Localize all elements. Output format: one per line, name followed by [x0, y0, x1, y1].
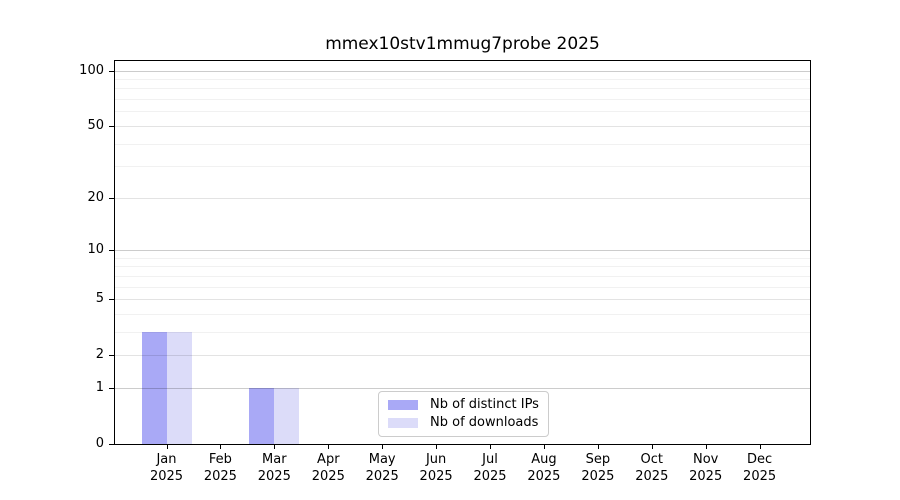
y-tick-label-20: 20: [87, 189, 104, 205]
x-tick-jun: [436, 445, 438, 449]
gridline-minor-4: [115, 313, 810, 315]
x-tick-label-may: May 2025: [365, 452, 399, 484]
legend-label-downloads: Nb of downloads: [430, 415, 539, 430]
x-tick-sep: [597, 445, 599, 449]
bar-distinct-ips-jan: [141, 331, 167, 444]
x-tick-label-dec: Dec 2025: [743, 452, 777, 484]
gridline-minor-7: [115, 275, 810, 277]
gridline-major-2: [115, 355, 810, 357]
x-tick-label-mar: Mar 2025: [257, 452, 291, 484]
y-tick-label-5: 5: [95, 291, 104, 306]
gridline-minor-9: [115, 257, 810, 259]
chart-title: mmex10stv1mmug7probe 2025: [325, 34, 600, 54]
bar-distinct-ips-mar: [249, 387, 275, 444]
bar-downloads-mar: [274, 387, 300, 444]
bar-downloads-jan: [166, 331, 192, 444]
y-tick-0: [109, 444, 114, 445]
gridline-major-50: [115, 125, 810, 127]
x-tick-label-sep: Sep 2025: [581, 452, 615, 484]
x-tick-oct: [651, 445, 653, 449]
y-tick-1: [109, 388, 114, 389]
gridline-minor-8: [115, 266, 810, 268]
x-tick-label-jul: Jul 2025: [473, 452, 507, 484]
x-tick-dec: [759, 445, 761, 449]
y-tick-label-0: 0: [95, 436, 104, 451]
y-tick-label-50: 50: [87, 117, 104, 133]
x-tick-label-oct: Oct 2025: [635, 452, 669, 484]
y-tick-10: [109, 250, 114, 251]
gridline-minor-80: [115, 88, 810, 90]
x-tick-apr: [328, 445, 330, 449]
y-tick-100: [109, 71, 114, 72]
y-tick-20: [109, 198, 114, 199]
gridline-major-20: [115, 197, 810, 199]
legend-item-distinct-ips: Nb of distinct IPs: [388, 396, 539, 414]
gridline-minor-40: [115, 143, 810, 145]
gridline-decade-10: [115, 249, 810, 251]
legend-swatch-distinct-ips-icon: [388, 400, 418, 410]
x-tick-label-feb: Feb 2025: [203, 452, 237, 484]
x-tick-may: [382, 445, 384, 449]
y-tick-label-1: 1: [95, 379, 104, 395]
x-tick-label-jan: Jan 2025: [149, 452, 184, 484]
x-tick-label-nov: Nov 2025: [689, 452, 723, 484]
y-tick-label-10: 10: [87, 241, 104, 257]
y-tick-label-2: 2: [95, 347, 104, 363]
y-tick-label-100: 100: [79, 62, 104, 78]
legend-item-downloads: Nb of downloads: [388, 414, 539, 432]
gridline-minor-3: [115, 331, 810, 333]
legend: Nb of distinct IPs Nb of downloads: [378, 391, 549, 437]
gridline-minor-30: [115, 166, 810, 168]
y-tick-50: [109, 126, 114, 127]
gridline-minor-70: [115, 99, 810, 100]
gridline-major-5: [115, 299, 810, 300]
gridline-decade-1: [115, 387, 810, 389]
x-tick-nov: [705, 445, 707, 449]
gridline-decade-100: [115, 70, 810, 72]
x-tick-mar: [274, 445, 276, 449]
legend-swatch-downloads-icon: [388, 418, 418, 428]
x-tick-feb: [220, 445, 222, 449]
gridline-minor-60: [115, 111, 810, 113]
x-tick-jan: [166, 445, 168, 449]
gridline-minor-6: [115, 286, 810, 288]
x-tick-label-apr: Apr 2025: [311, 452, 345, 484]
x-tick-label-jun: Jun 2025: [419, 452, 453, 484]
x-tick-label-aug: Aug 2025: [527, 452, 561, 484]
x-tick-aug: [543, 445, 545, 449]
y-tick-5: [109, 299, 114, 300]
y-tick-2: [109, 355, 114, 356]
legend-label-distinct-ips: Nb of distinct IPs: [430, 397, 539, 412]
gridline-minor-90: [115, 78, 810, 80]
x-tick-jul: [490, 445, 491, 449]
